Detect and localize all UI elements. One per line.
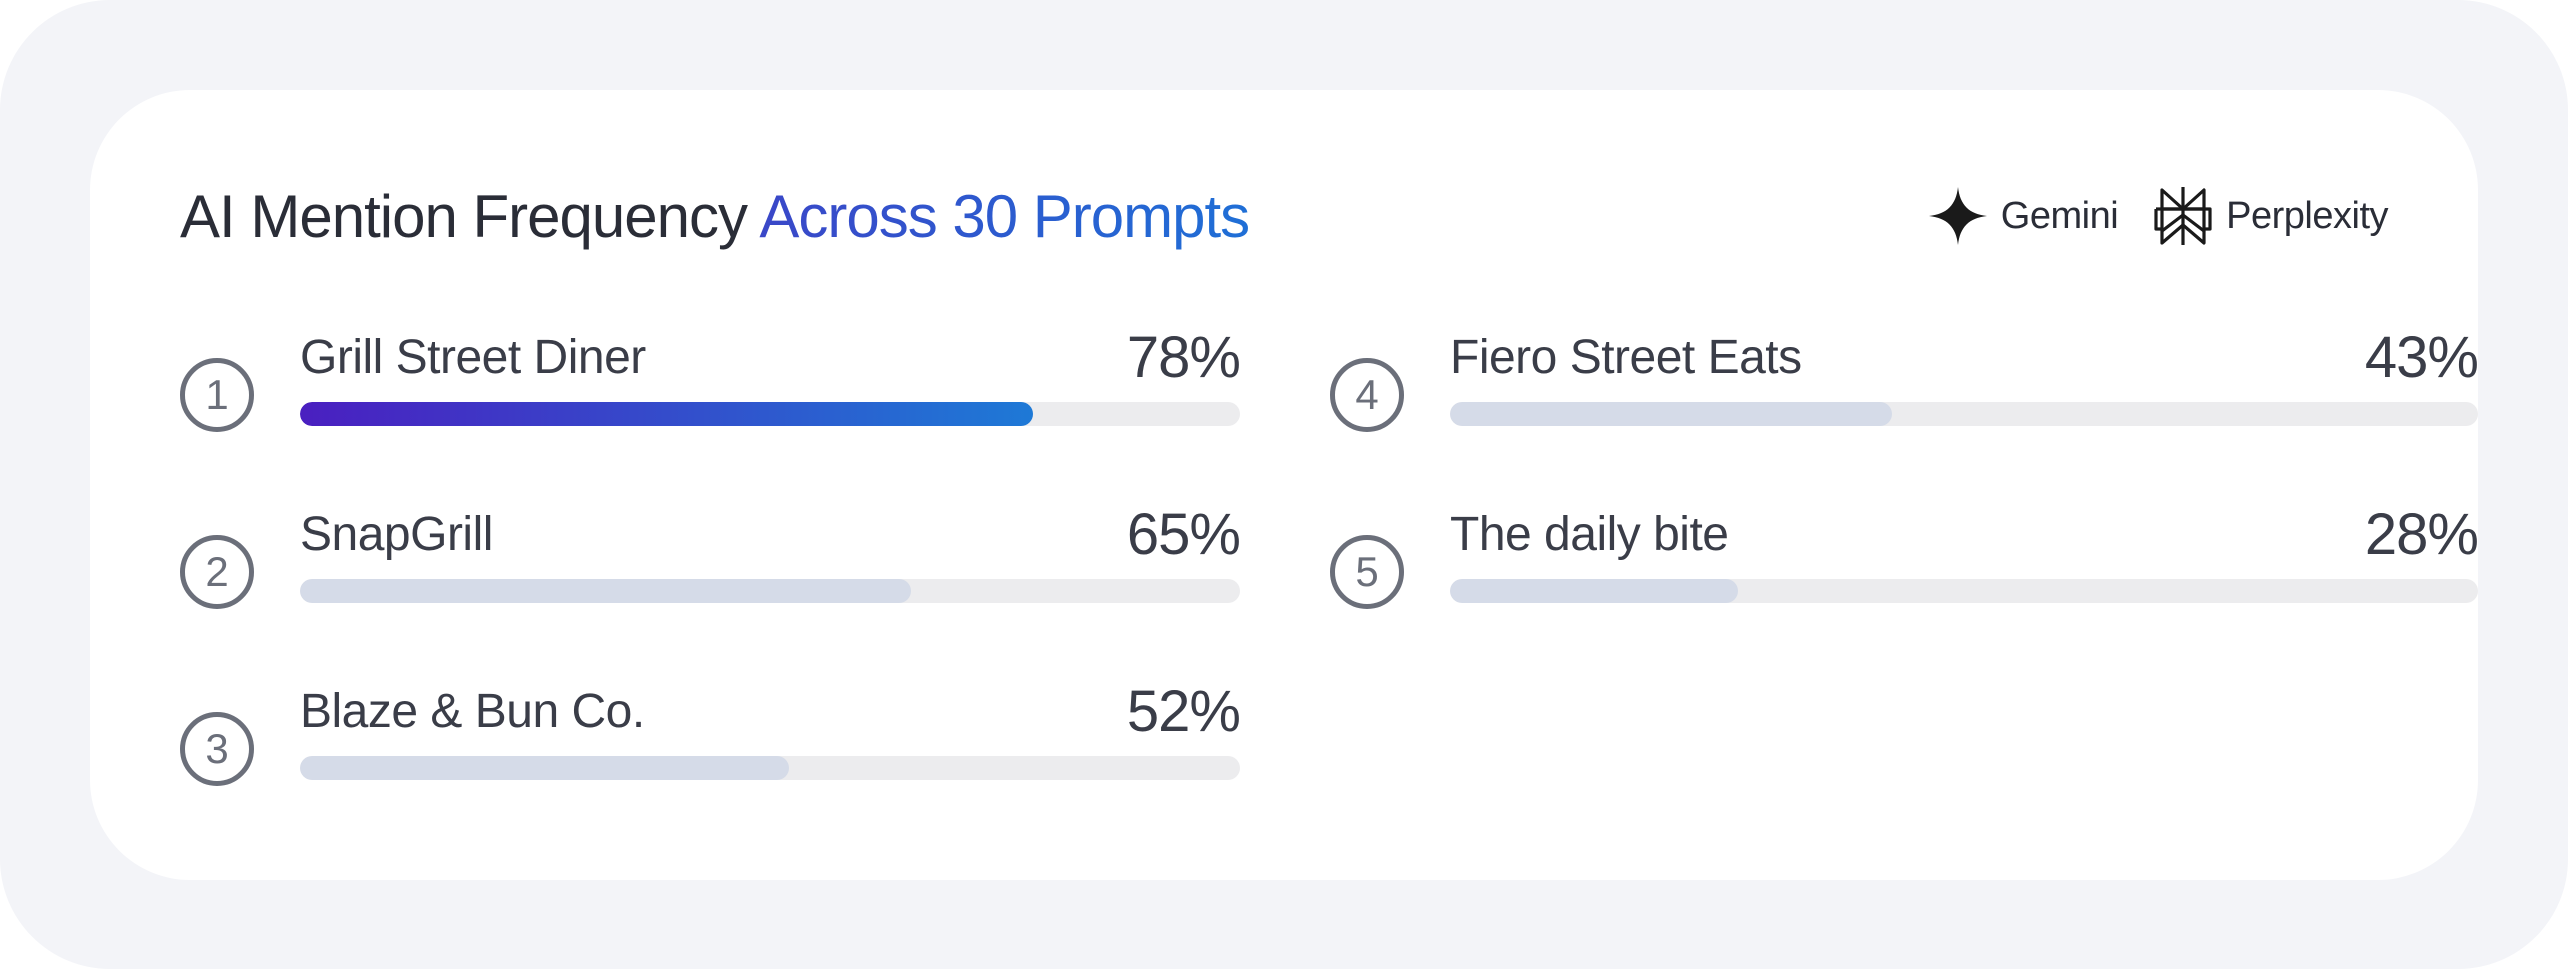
restaurant-name: Grill Street Diner [300, 331, 646, 384]
progress-fill [1450, 402, 1893, 426]
legend-item-gemini: Gemini [1927, 185, 2119, 247]
legend-label-gemini: Gemini [2000, 194, 2119, 237]
legend-label-perplexity: Perplexity [2226, 194, 2388, 237]
ranking-row: 5 The daily bite 28% [1330, 502, 2479, 684]
rank-badge: 2 [180, 535, 254, 609]
restaurant-name: Fiero Street Eats [1450, 331, 1802, 384]
title-prefix: AI Mention Frequency [180, 183, 748, 250]
ranking-row: 2 SnapGrill 65% [180, 502, 1241, 684]
legend-item-perplexity: Perplexity [2152, 185, 2388, 247]
rank-badge: 1 [180, 358, 254, 432]
rank-badge: 4 [1330, 358, 1404, 432]
progress-fill [300, 756, 789, 780]
mention-percent: 65% [1126, 502, 1241, 567]
ranking-column-right: 4 Fiero Street Eats 43% 5 The daily bite… [1330, 325, 2479, 684]
progress-track [300, 756, 1240, 780]
mention-percent: 78% [1126, 325, 1241, 390]
rank-badge: 5 [1330, 535, 1404, 609]
progress-track [1450, 402, 2478, 426]
ranking-row: 3 Blaze & Bun Co. 52% [180, 679, 1241, 861]
progress-fill [1450, 579, 1738, 603]
restaurant-name: SnapGrill [300, 508, 493, 561]
title-accent: Across 30 Prompts [759, 183, 1250, 250]
gemini-icon [1927, 185, 1989, 247]
progress-track [300, 579, 1240, 603]
rank-badge: 3 [180, 712, 254, 786]
platform-legend: Gemini Perplexity [1927, 185, 2388, 247]
mention-percent: 28% [2364, 502, 2479, 567]
mention-frequency-card: AI Mention Frequency Across 30 Prompts G… [90, 90, 2479, 880]
restaurant-name: The daily bite [1450, 508, 1729, 561]
progress-track [300, 402, 1240, 426]
ranking-column-left: 1 Grill Street Diner 78% 2 SnapGrill 65%… [180, 325, 1241, 861]
mention-percent: 43% [2364, 325, 2479, 390]
progress-track [1450, 579, 2478, 603]
progress-fill [300, 579, 911, 603]
ranking-row: 4 Fiero Street Eats 43% [1330, 325, 2479, 507]
card-title: AI Mention Frequency Across 30 Prompts [180, 182, 1250, 251]
mention-percent: 52% [1126, 679, 1241, 744]
restaurant-name: Blaze & Bun Co. [300, 685, 645, 738]
ranking-row: 1 Grill Street Diner 78% [180, 325, 1241, 507]
perplexity-icon [2152, 185, 2214, 247]
progress-fill [300, 402, 1034, 426]
